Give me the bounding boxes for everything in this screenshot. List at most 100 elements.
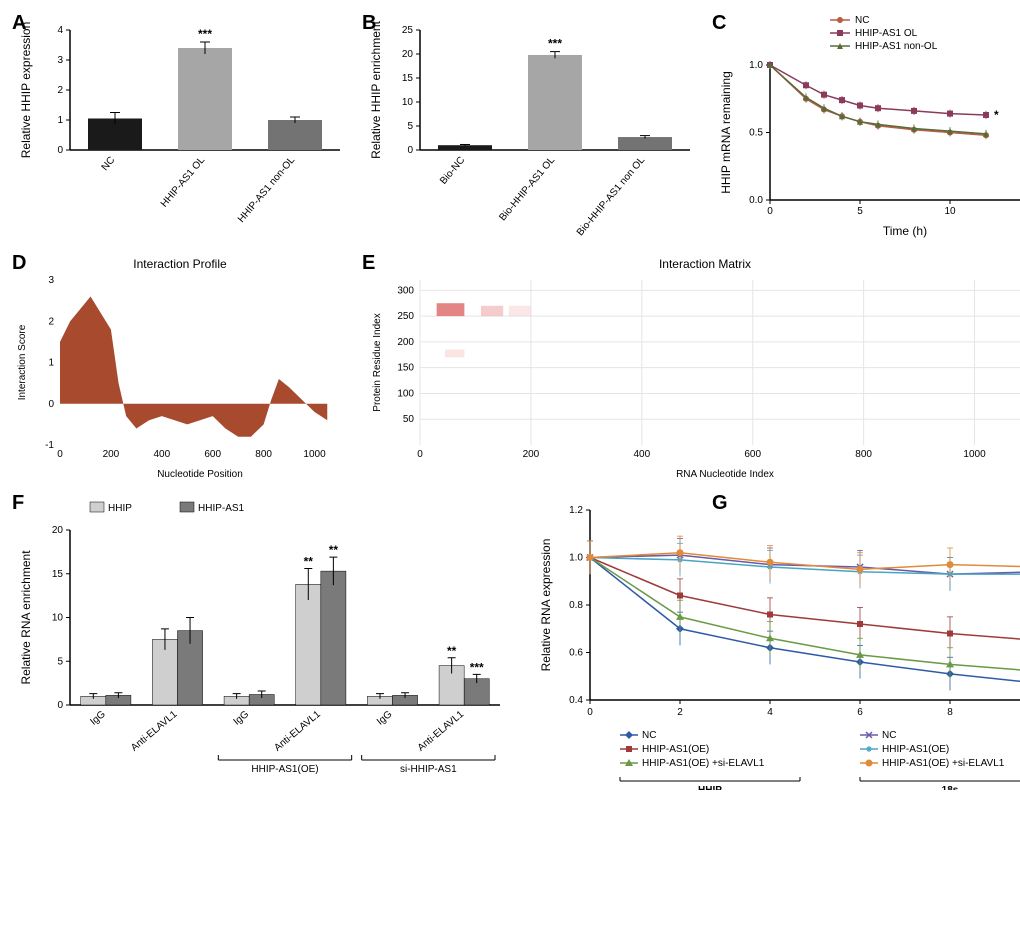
svg-text:NC: NC [882, 730, 896, 741]
svg-text:Relative RNA enrichment: Relative RNA enrichment [19, 550, 33, 685]
svg-text:5: 5 [857, 206, 863, 217]
svg-text:NC: NC [100, 155, 118, 173]
chart-a: 01234NC***HHIP-AS1 OLHHIP-AS1 non-OLRela… [10, 10, 350, 240]
panel-e: E Interaction Matrix02004006008001000501… [360, 250, 1020, 480]
svg-text:2: 2 [57, 85, 63, 96]
svg-text:200: 200 [397, 337, 414, 348]
svg-text:3: 3 [48, 275, 54, 286]
svg-text:600: 600 [744, 449, 761, 460]
svg-text:200: 200 [103, 449, 120, 460]
svg-text:0: 0 [407, 145, 413, 156]
svg-text:18s: 18s [942, 785, 959, 790]
svg-text:HHIP-AS1(OE) +si-ELAVL1: HHIP-AS1(OE) +si-ELAVL1 [642, 758, 765, 769]
svg-text:HHIP mRNA remaining: HHIP mRNA remaining [719, 71, 733, 193]
svg-text:HHIP-AS1 OL: HHIP-AS1 OL [159, 155, 208, 210]
svg-text:**: ** [304, 555, 314, 569]
svg-text:Anti-ELAVL1: Anti-ELAVL1 [272, 709, 323, 754]
svg-text:50: 50 [403, 414, 415, 425]
svg-text:25: 25 [402, 25, 414, 36]
svg-text:***: *** [470, 660, 484, 674]
svg-text:RNA Nucleotide Index: RNA Nucleotide Index [676, 469, 774, 480]
svg-text:HHIP: HHIP [698, 785, 722, 790]
svg-text:Bio-HHIP-AS1 non OL: Bio-HHIP-AS1 non OL [575, 155, 648, 239]
svg-text:Anti-ELAVL1: Anti-ELAVL1 [416, 709, 467, 754]
svg-text:-1: -1 [45, 440, 54, 451]
svg-text:3: 3 [57, 55, 63, 66]
svg-text:Anti-ELAVL1: Anti-ELAVL1 [129, 709, 180, 754]
panel-c: C 0510150.00.51.0NCHHIP-AS1 OLHHIP-AS1 n… [710, 10, 1020, 240]
svg-text:150: 150 [397, 363, 414, 374]
svg-text:HHIP-AS1(OE): HHIP-AS1(OE) [642, 744, 709, 755]
svg-text:2: 2 [48, 316, 54, 327]
svg-text:Protein Residue Index: Protein Residue Index [372, 313, 383, 411]
svg-text:HHIP-AS1(OE): HHIP-AS1(OE) [251, 764, 318, 775]
svg-text:1.0: 1.0 [749, 60, 763, 71]
svg-text:NC: NC [642, 730, 656, 741]
svg-text:HHIP-AS1 non-OL: HHIP-AS1 non-OL [236, 155, 298, 225]
svg-text:1: 1 [57, 115, 63, 126]
svg-text:HHIP-AS1(OE) +si-ELAVL1: HHIP-AS1(OE) +si-ELAVL1 [882, 758, 1005, 769]
svg-text:HHIP: HHIP [108, 503, 132, 514]
svg-text:HHIP-AS1 non-OL: HHIP-AS1 non-OL [855, 41, 938, 52]
svg-text:Interaction Matrix: Interaction Matrix [659, 257, 751, 271]
svg-text:20: 20 [52, 525, 64, 536]
svg-text:10: 10 [52, 613, 64, 624]
panel-label-a: A [12, 12, 26, 35]
panel-label-b: B [362, 12, 376, 35]
chart-g: 0246810 h0.40.60.81.01.2**#Relative RNA … [530, 490, 1020, 790]
svg-text:0.4: 0.4 [569, 695, 583, 706]
svg-text:2: 2 [677, 707, 683, 718]
svg-text:200: 200 [523, 449, 540, 460]
svg-text:IgG: IgG [375, 709, 395, 728]
svg-text:0: 0 [57, 449, 63, 460]
svg-text:0.5: 0.5 [749, 128, 763, 139]
panel-d: D Interaction Profile02004006008001000-1… [10, 250, 350, 480]
svg-text:0: 0 [57, 700, 63, 711]
panel-label-f: F [12, 492, 24, 515]
svg-text:15: 15 [52, 569, 64, 580]
svg-text:Nucleotide Position: Nucleotide Position [157, 469, 243, 480]
svg-text:HHIP-AS1(OE): HHIP-AS1(OE) [882, 744, 949, 755]
svg-text:0: 0 [417, 449, 423, 460]
svg-text:***: *** [548, 37, 562, 51]
svg-text:1: 1 [48, 358, 54, 369]
svg-text:Relative RNA expression: Relative RNA expression [539, 539, 553, 672]
svg-text:5: 5 [407, 121, 413, 132]
svg-text:10: 10 [402, 97, 414, 108]
svg-text:8: 8 [947, 707, 953, 718]
svg-text:15: 15 [402, 73, 414, 84]
svg-text:IgG: IgG [232, 709, 252, 728]
svg-text:6: 6 [857, 707, 863, 718]
svg-text:1000: 1000 [303, 449, 326, 460]
svg-text:250: 250 [397, 311, 414, 322]
svg-text:0.6: 0.6 [569, 648, 583, 659]
svg-text:5: 5 [57, 656, 63, 667]
svg-text:10: 10 [944, 206, 956, 217]
svg-text:Interaction Score: Interaction Score [17, 324, 28, 400]
svg-text:0: 0 [48, 399, 54, 410]
svg-text:**: ** [329, 543, 339, 557]
panel-b: B 0510152025Bio-NC***Bio-HHIP-AS1 OLBio-… [360, 10, 700, 240]
svg-text:Time (h): Time (h) [883, 224, 927, 238]
svg-text:1.2: 1.2 [569, 505, 583, 516]
svg-text:600: 600 [204, 449, 221, 460]
svg-text:0: 0 [57, 145, 63, 156]
panel-g: G 0246810 h0.40.60.81.01.2**#Relative RN… [710, 490, 1020, 790]
chart-e: Interaction Matrix0200400600800100050100… [360, 250, 1020, 480]
svg-text:800: 800 [255, 449, 272, 460]
svg-text:Bio-HHIP-AS1 OL: Bio-HHIP-AS1 OL [497, 155, 557, 224]
svg-text:HHIP-AS1: HHIP-AS1 [198, 503, 245, 514]
svg-text:400: 400 [633, 449, 650, 460]
svg-text:0.0: 0.0 [749, 195, 763, 206]
svg-text:HHIP-AS1 OL: HHIP-AS1 OL [855, 28, 918, 39]
panel-label-c: C [712, 12, 726, 35]
chart-f: 0 5 10 15 20 IgG Anti-ELAVL1 IgG ** ** Anti-ELAVL1… [10, 490, 510, 790]
svg-text:0.8: 0.8 [569, 600, 583, 611]
chart-c: 0510150.00.51.0NCHHIP-AS1 OLHHIP-AS1 non… [710, 10, 1020, 240]
panel-label-e: E [362, 252, 375, 275]
svg-text:NC: NC [855, 15, 869, 26]
svg-text:800: 800 [855, 449, 872, 460]
svg-text:Relative HHIP expression: Relative HHIP expression [19, 22, 33, 159]
svg-text:*: * [994, 108, 999, 122]
svg-text:***: *** [198, 27, 212, 41]
